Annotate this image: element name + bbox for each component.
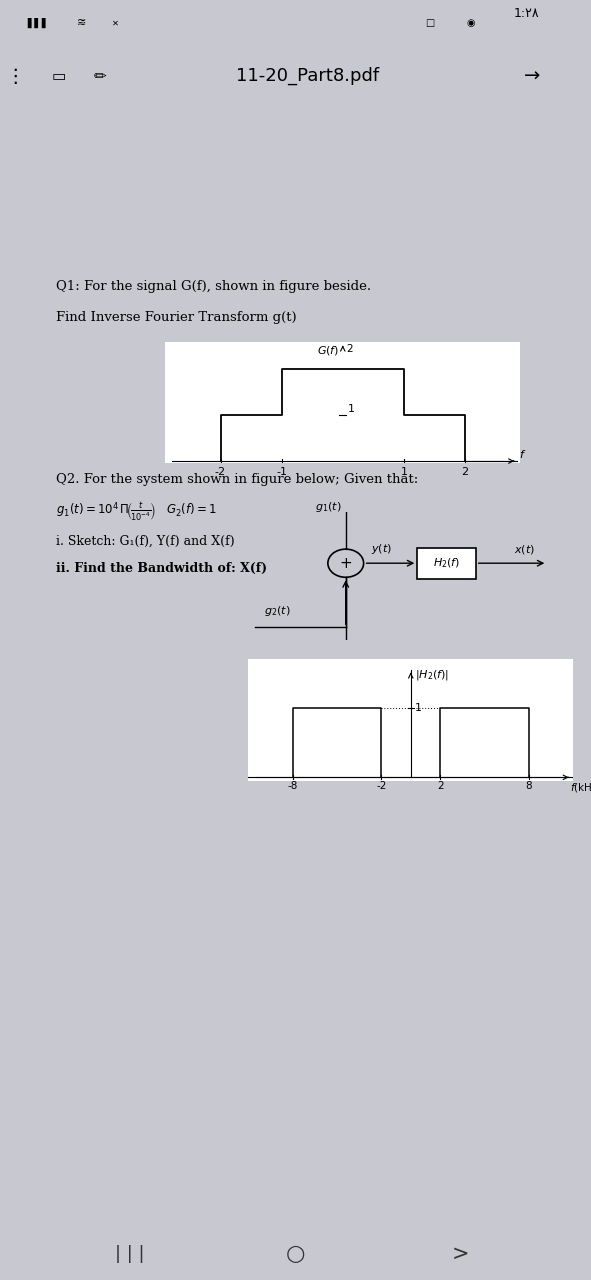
Text: Q1: For the signal G(f), shown in figure beside.: Q1: For the signal G(f), shown in figure… xyxy=(56,280,371,293)
Text: $y(t)$: $y(t)$ xyxy=(371,541,392,556)
Text: +: + xyxy=(339,556,352,571)
Text: ◉: ◉ xyxy=(467,18,475,28)
Text: $G(f)$: $G(f)$ xyxy=(317,344,340,357)
Text: 1:۲۸: 1:۲۸ xyxy=(514,6,540,20)
Text: 8: 8 xyxy=(525,782,532,791)
Text: 2: 2 xyxy=(462,467,469,476)
Text: $g_2(t)$: $g_2(t)$ xyxy=(264,604,291,618)
Text: | | |: | | | xyxy=(115,1245,145,1263)
Text: ⋮: ⋮ xyxy=(5,67,24,86)
Text: □: □ xyxy=(426,18,435,28)
Text: Q2. For the system shown in figure below; Given that:: Q2. For the system shown in figure below… xyxy=(56,474,418,486)
Text: ▐▐▐: ▐▐▐ xyxy=(24,18,46,28)
Text: 2: 2 xyxy=(346,344,352,355)
Text: $x(t)$: $x(t)$ xyxy=(514,543,535,556)
Text: ▭: ▭ xyxy=(52,69,66,83)
Text: ○: ○ xyxy=(286,1244,305,1265)
Text: ✕: ✕ xyxy=(112,18,119,28)
Text: 1: 1 xyxy=(348,404,355,415)
Text: ≋: ≋ xyxy=(77,18,86,28)
Text: 11-20_Part8.pdf: 11-20_Part8.pdf xyxy=(236,67,379,86)
Text: 1: 1 xyxy=(401,467,407,476)
Text: $g_1(t) = 10^4\,\Pi\!\left(\!\frac{t}{10^{-4}}\!\right)\quad G_2(f)=1$: $g_1(t) = 10^4\,\Pi\!\left(\!\frac{t}{10… xyxy=(56,500,217,524)
Text: →: → xyxy=(524,67,540,86)
Text: $f$(kHz): $f$(kHz) xyxy=(570,782,591,795)
Text: -2: -2 xyxy=(215,467,226,476)
Text: $g_1(t)$: $g_1(t)$ xyxy=(315,500,341,513)
Text: 2: 2 xyxy=(437,782,444,791)
Text: i. Sketch: G₁(f), Y(f) and X(f): i. Sketch: G₁(f), Y(f) and X(f) xyxy=(56,535,235,548)
Bar xyxy=(417,548,476,579)
Text: Find Inverse Fourier Transform g(t): Find Inverse Fourier Transform g(t) xyxy=(56,311,297,324)
Text: $f$: $f$ xyxy=(519,448,526,460)
Text: -2: -2 xyxy=(376,782,387,791)
Text: -1: -1 xyxy=(276,467,287,476)
Text: ✏: ✏ xyxy=(94,69,107,83)
Text: ii. Find the Bandwidth of: X(f): ii. Find the Bandwidth of: X(f) xyxy=(56,562,267,575)
Text: $|H_2(f)|$: $|H_2(f)|$ xyxy=(415,668,449,681)
Text: $H_2(f)$: $H_2(f)$ xyxy=(433,557,460,570)
Text: -8: -8 xyxy=(287,782,298,791)
Text: >: > xyxy=(452,1244,470,1265)
Text: 1: 1 xyxy=(415,703,422,713)
